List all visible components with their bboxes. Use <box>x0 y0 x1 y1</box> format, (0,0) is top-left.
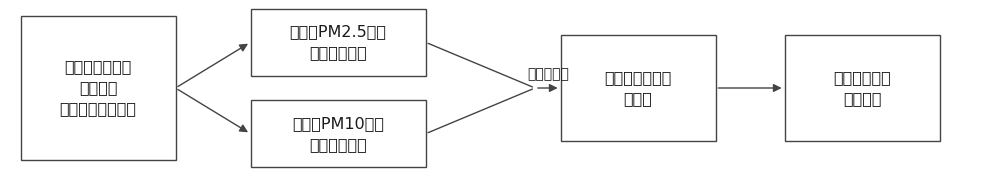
Text: 火电厂生产数据
气象数据
空气质量监测数据: 火电厂生产数据 气象数据 空气质量监测数据 <box>60 59 136 117</box>
Text: 多火电厂污染
定量叠加: 多火电厂污染 定量叠加 <box>833 70 891 106</box>
Text: 计算、仿真: 计算、仿真 <box>527 67 569 81</box>
Text: 火电厂PM10扩散
仿真数学模型: 火电厂PM10扩散 仿真数学模型 <box>292 116 384 152</box>
FancyBboxPatch shape <box>251 9 426 76</box>
FancyBboxPatch shape <box>251 100 426 167</box>
FancyBboxPatch shape <box>560 35 716 141</box>
Text: 火电厂PM2.5扩散
仿真数学模型: 火电厂PM2.5扩散 仿真数学模型 <box>290 24 386 60</box>
FancyBboxPatch shape <box>784 35 940 141</box>
Text: 单火电厂污染定
量模型: 单火电厂污染定 量模型 <box>604 70 672 106</box>
FancyBboxPatch shape <box>21 16 176 160</box>
